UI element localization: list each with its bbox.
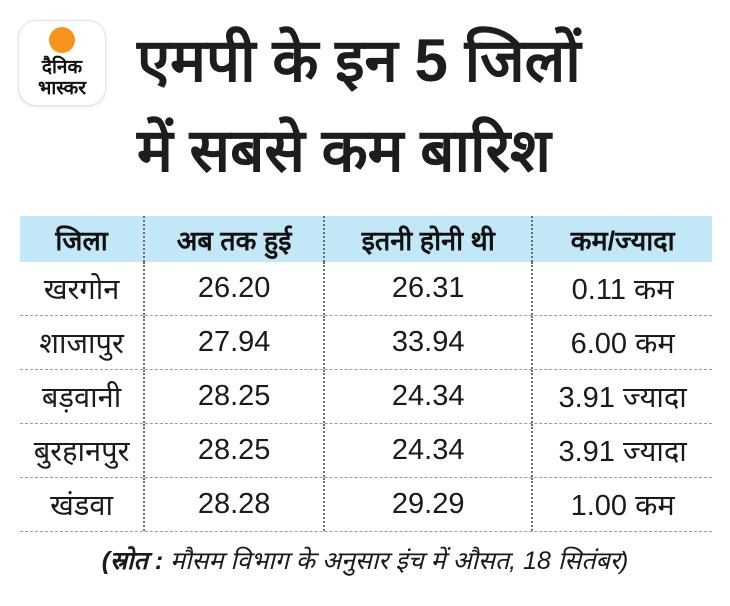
- expected-cell: 24.34: [323, 424, 531, 477]
- source-text: मौसम विभाग के अनुसार इंच में औसत, 18 सित…: [163, 547, 629, 575]
- dainik-bhaskar-logo: दैनिक भास्कर: [18, 20, 106, 106]
- expected-cell: 33.94: [323, 316, 531, 369]
- table-row: बुरहानपुर 28.25 24.34 3.91 ज्यादा: [20, 424, 712, 478]
- title-line2: में सबसे कम बारिश: [137, 117, 551, 184]
- column-header-district: जिला: [55, 225, 108, 256]
- diff-cell: 0.11 कम: [531, 262, 712, 315]
- so-far-cell: 28.25: [143, 370, 323, 423]
- diff-cell: 3.91 ज्यादा: [531, 370, 712, 423]
- district-cell: बुरहानपुर: [33, 436, 130, 468]
- expected-cell: 24.34: [323, 370, 531, 423]
- table-row: खंडवा 28.28 29.29 1.00 कम: [20, 478, 712, 532]
- table-header-row: जिला अब तक हुई इतनी होनी थी कम/ज्यादा: [20, 216, 712, 262]
- district-cell: शाजापुर: [39, 328, 124, 360]
- table-row: शाजापुर 27.94 33.94 6.00 कम: [20, 316, 712, 370]
- column-header-expected: इतनी होनी थी: [323, 216, 531, 262]
- so-far-cell: 27.94: [143, 316, 323, 369]
- source-label: (स्रोत :: [101, 547, 164, 575]
- table-row: खरगोन 26.20 26.31 0.11 कम: [20, 262, 712, 316]
- district-cell: खंडवा: [50, 490, 114, 522]
- sun-icon: [49, 27, 75, 53]
- district-cell: बड़वानी: [41, 382, 122, 414]
- column-header-diff: कम/ज्यादा: [531, 216, 712, 262]
- title-line1: एमपी के इन 5 जिलों: [137, 27, 581, 94]
- rainfall-table: जिला अब तक हुई इतनी होनी थी कम/ज्यादा खर…: [20, 216, 712, 532]
- so-far-cell: 28.25: [143, 424, 323, 477]
- diff-cell: 6.00 कम: [531, 316, 712, 369]
- so-far-cell: 28.28: [143, 478, 323, 531]
- diff-cell: 3.91 ज्यादा: [531, 424, 712, 477]
- so-far-cell: 26.20: [143, 262, 323, 315]
- district-cell: खरगोन: [43, 274, 120, 306]
- logo-text-line2: भास्कर: [37, 78, 87, 99]
- source-note: (स्रोत : मौसम विभाग के अनुसार इंच में औस…: [0, 543, 730, 577]
- column-header-so-far: अब तक हुई: [143, 216, 323, 262]
- expected-cell: 26.31: [323, 262, 531, 315]
- page-title: एमपी के इन 5 जिलों में सबसे कम बारिश: [137, 16, 581, 196]
- logo-text-line1: दैनिक: [41, 57, 83, 78]
- expected-cell: 29.29: [323, 478, 531, 531]
- diff-cell: 1.00 कम: [531, 478, 712, 531]
- table-row: बड़वानी 28.25 24.34 3.91 ज्यादा: [20, 370, 712, 424]
